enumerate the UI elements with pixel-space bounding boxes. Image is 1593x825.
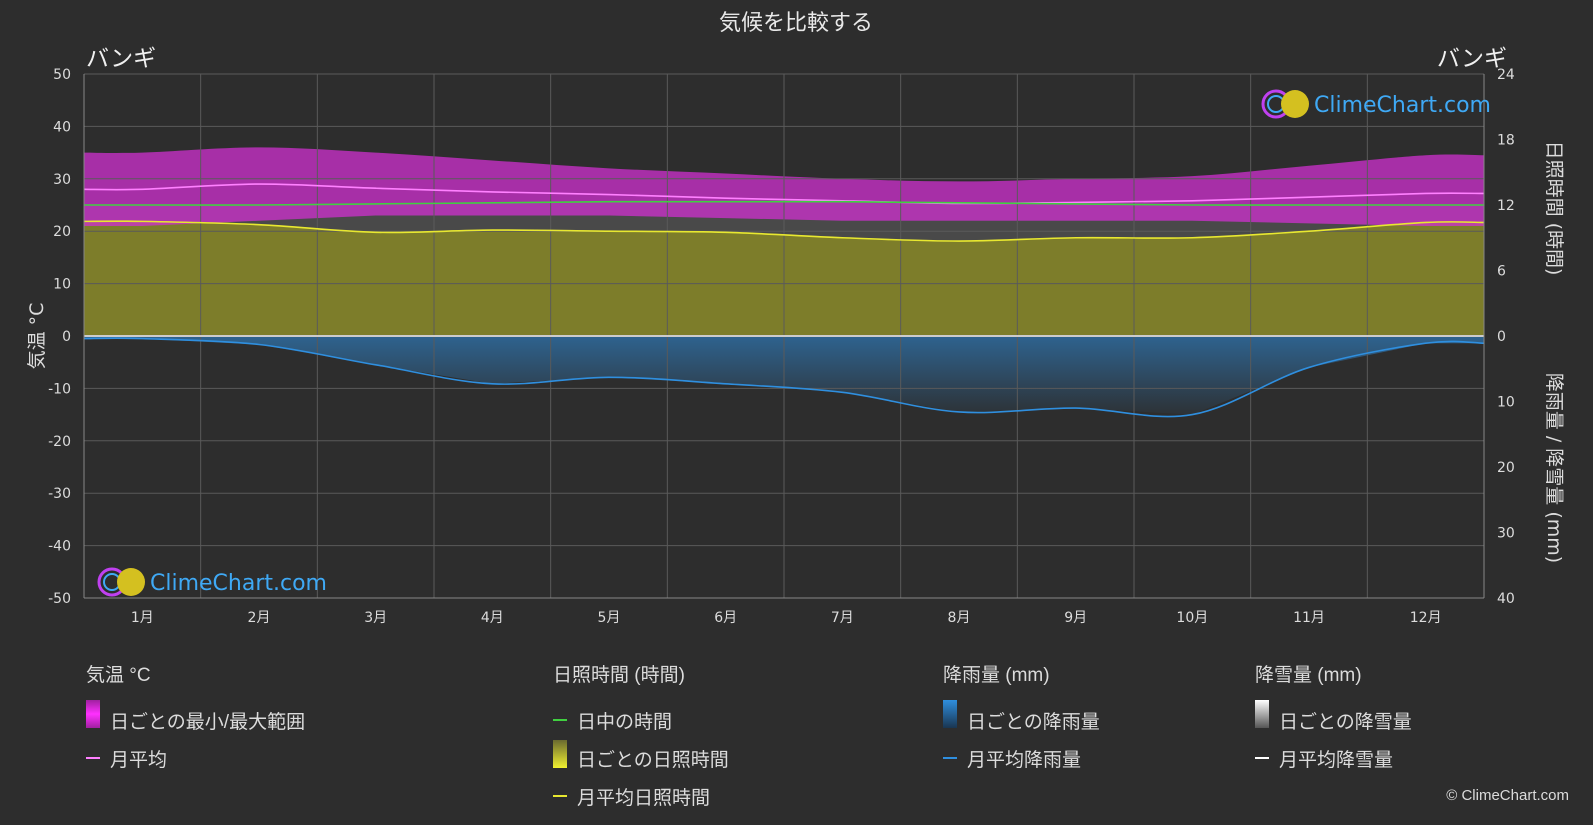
month-label: 2月 bbox=[248, 610, 271, 626]
left-tick-label: 10 bbox=[53, 277, 71, 293]
legend-temperature: 気温 °C 日ごとの最小/最大範囲 月平均 bbox=[86, 660, 305, 777]
rain-avg-line bbox=[83, 337, 1485, 418]
legend-line-daylight bbox=[553, 719, 567, 721]
legend-line-snow-avg bbox=[1255, 757, 1269, 759]
right-sun-tick-label: 18 bbox=[1497, 133, 1515, 149]
month-label: 5月 bbox=[598, 610, 621, 626]
temp-avg-line bbox=[83, 183, 1485, 205]
legend-swatch-rain bbox=[943, 700, 957, 728]
legend-snow-avg: 月平均降雪量 bbox=[1255, 739, 1412, 777]
brand-logo-top: ClimeChart.com bbox=[1261, 89, 1491, 119]
legend-swatch-temp-range bbox=[86, 700, 100, 728]
location-left: バンギ bbox=[86, 46, 156, 72]
legend-snow: 降雪量 (mm) 日ごとの降雪量 月平均降雪量 bbox=[1255, 660, 1412, 777]
legend-sunshine-avg: 月平均日照時間 bbox=[553, 777, 729, 815]
left-axis-title: 気温 °C bbox=[26, 303, 48, 370]
legend-rain-daily-label: 日ごとの降雨量 bbox=[967, 711, 1100, 733]
right-sun-tick-label: 24 bbox=[1497, 67, 1515, 83]
right-sun-tick-label: 12 bbox=[1497, 198, 1515, 214]
legend-temperature-title: 気温 °C bbox=[86, 665, 151, 686]
month-label: 6月 bbox=[714, 610, 737, 626]
legend-rain-avg-label: 月平均降雨量 bbox=[967, 749, 1082, 771]
legend-sunshine-avg-label: 月平均日照時間 bbox=[577, 787, 711, 809]
legend-temp-range-label: 日ごとの最小/最大範囲 bbox=[110, 711, 306, 733]
legend-snow-avg-label: 月平均降雪量 bbox=[1279, 749, 1394, 771]
brand-text-bottom: ClimeChart.com bbox=[150, 571, 327, 596]
left-tick-label: 30 bbox=[53, 172, 71, 188]
axes: 50 40 30 20 10 0 -10 -20 -30 -40 -50 24 18 12 6 0 10 20 30… bbox=[26, 67, 1565, 626]
month-label: 1月 bbox=[131, 610, 154, 626]
legend-swatch-sunshine bbox=[553, 740, 567, 768]
left-tick-label: 40 bbox=[53, 119, 71, 135]
month-label: 8月 bbox=[948, 610, 971, 626]
right-rain-tick-label: 30 bbox=[1497, 526, 1515, 542]
left-tick-label: -40 bbox=[48, 539, 71, 555]
month-label: 9月 bbox=[1064, 610, 1087, 626]
month-label: 11月 bbox=[1293, 610, 1325, 626]
legend-daylight-label: 日中の時間 bbox=[577, 711, 673, 733]
left-tick-label: 0 bbox=[62, 329, 71, 345]
legend-rain-title: 降雨量 (mm) bbox=[943, 665, 1050, 686]
sun-icon bbox=[117, 568, 145, 596]
legend-line-temp-avg bbox=[86, 757, 100, 759]
legend-sunshine-daily-label: 日ごとの日照時間 bbox=[577, 749, 729, 771]
legend-line-sunshine-avg bbox=[553, 795, 567, 797]
right-rain-tick-label: 40 bbox=[1497, 591, 1515, 607]
brand-text-top: ClimeChart.com bbox=[1314, 93, 1491, 118]
left-tick-label: 50 bbox=[53, 67, 71, 83]
chart-title: 気候を比較する bbox=[719, 11, 873, 36]
right-bottom-axis-title: 降雨量 / 降雪量 (mm) bbox=[1543, 373, 1565, 563]
sunshine-avg-line bbox=[83, 220, 1485, 242]
brand-logo-bottom: ClimeChart.com bbox=[97, 567, 327, 597]
left-tick-label: -50 bbox=[48, 591, 71, 607]
legend-swatch-snow bbox=[1255, 700, 1269, 728]
left-tick-label: 20 bbox=[53, 224, 71, 240]
month-label: 10月 bbox=[1176, 610, 1208, 626]
plot-area bbox=[83, 73, 1485, 599]
right-sun-tick-label: 0 bbox=[1497, 329, 1506, 345]
legend-daylight: 日中の時間 bbox=[553, 701, 729, 739]
legend-snow-title: 降雪量 (mm) bbox=[1255, 665, 1362, 686]
month-label: 12月 bbox=[1410, 610, 1442, 626]
legend-temp-avg-label: 月平均 bbox=[110, 749, 168, 771]
month-label: 4月 bbox=[481, 610, 504, 626]
legend-sunshine: 日照時間 (時間) 日中の時間 日ごとの日照時間 月平均日照時間 bbox=[553, 660, 729, 815]
copyright: © ClimeChart.com bbox=[1446, 787, 1569, 804]
month-label: 7月 bbox=[831, 610, 854, 626]
legend-temp-avg: 月平均 bbox=[86, 739, 305, 777]
left-tick-label: -30 bbox=[48, 486, 71, 502]
month-label: 3月 bbox=[364, 610, 387, 626]
right-rain-tick-label: 20 bbox=[1497, 460, 1515, 476]
left-tick-label: -10 bbox=[48, 381, 71, 397]
left-tick-label: -20 bbox=[48, 434, 71, 450]
location-right: バンギ bbox=[1437, 46, 1507, 72]
right-rain-tick-label: 10 bbox=[1497, 395, 1515, 411]
legend-sunshine-title: 日照時間 (時間) bbox=[553, 665, 685, 686]
sun-icon bbox=[1281, 90, 1309, 118]
right-top-axis-title: 日照時間 (時間) bbox=[1543, 141, 1565, 276]
legend-rain: 降雨量 (mm) 日ごとの降雨量 月平均降雨量 bbox=[943, 660, 1100, 777]
right-sun-tick-label: 6 bbox=[1497, 264, 1506, 280]
legend-snow-daily-label: 日ごとの降雪量 bbox=[1279, 711, 1412, 733]
legend-rain-avg: 月平均降雨量 bbox=[943, 739, 1100, 777]
legend-line-rain-avg bbox=[943, 757, 957, 759]
daylight-line bbox=[84, 200, 1484, 206]
